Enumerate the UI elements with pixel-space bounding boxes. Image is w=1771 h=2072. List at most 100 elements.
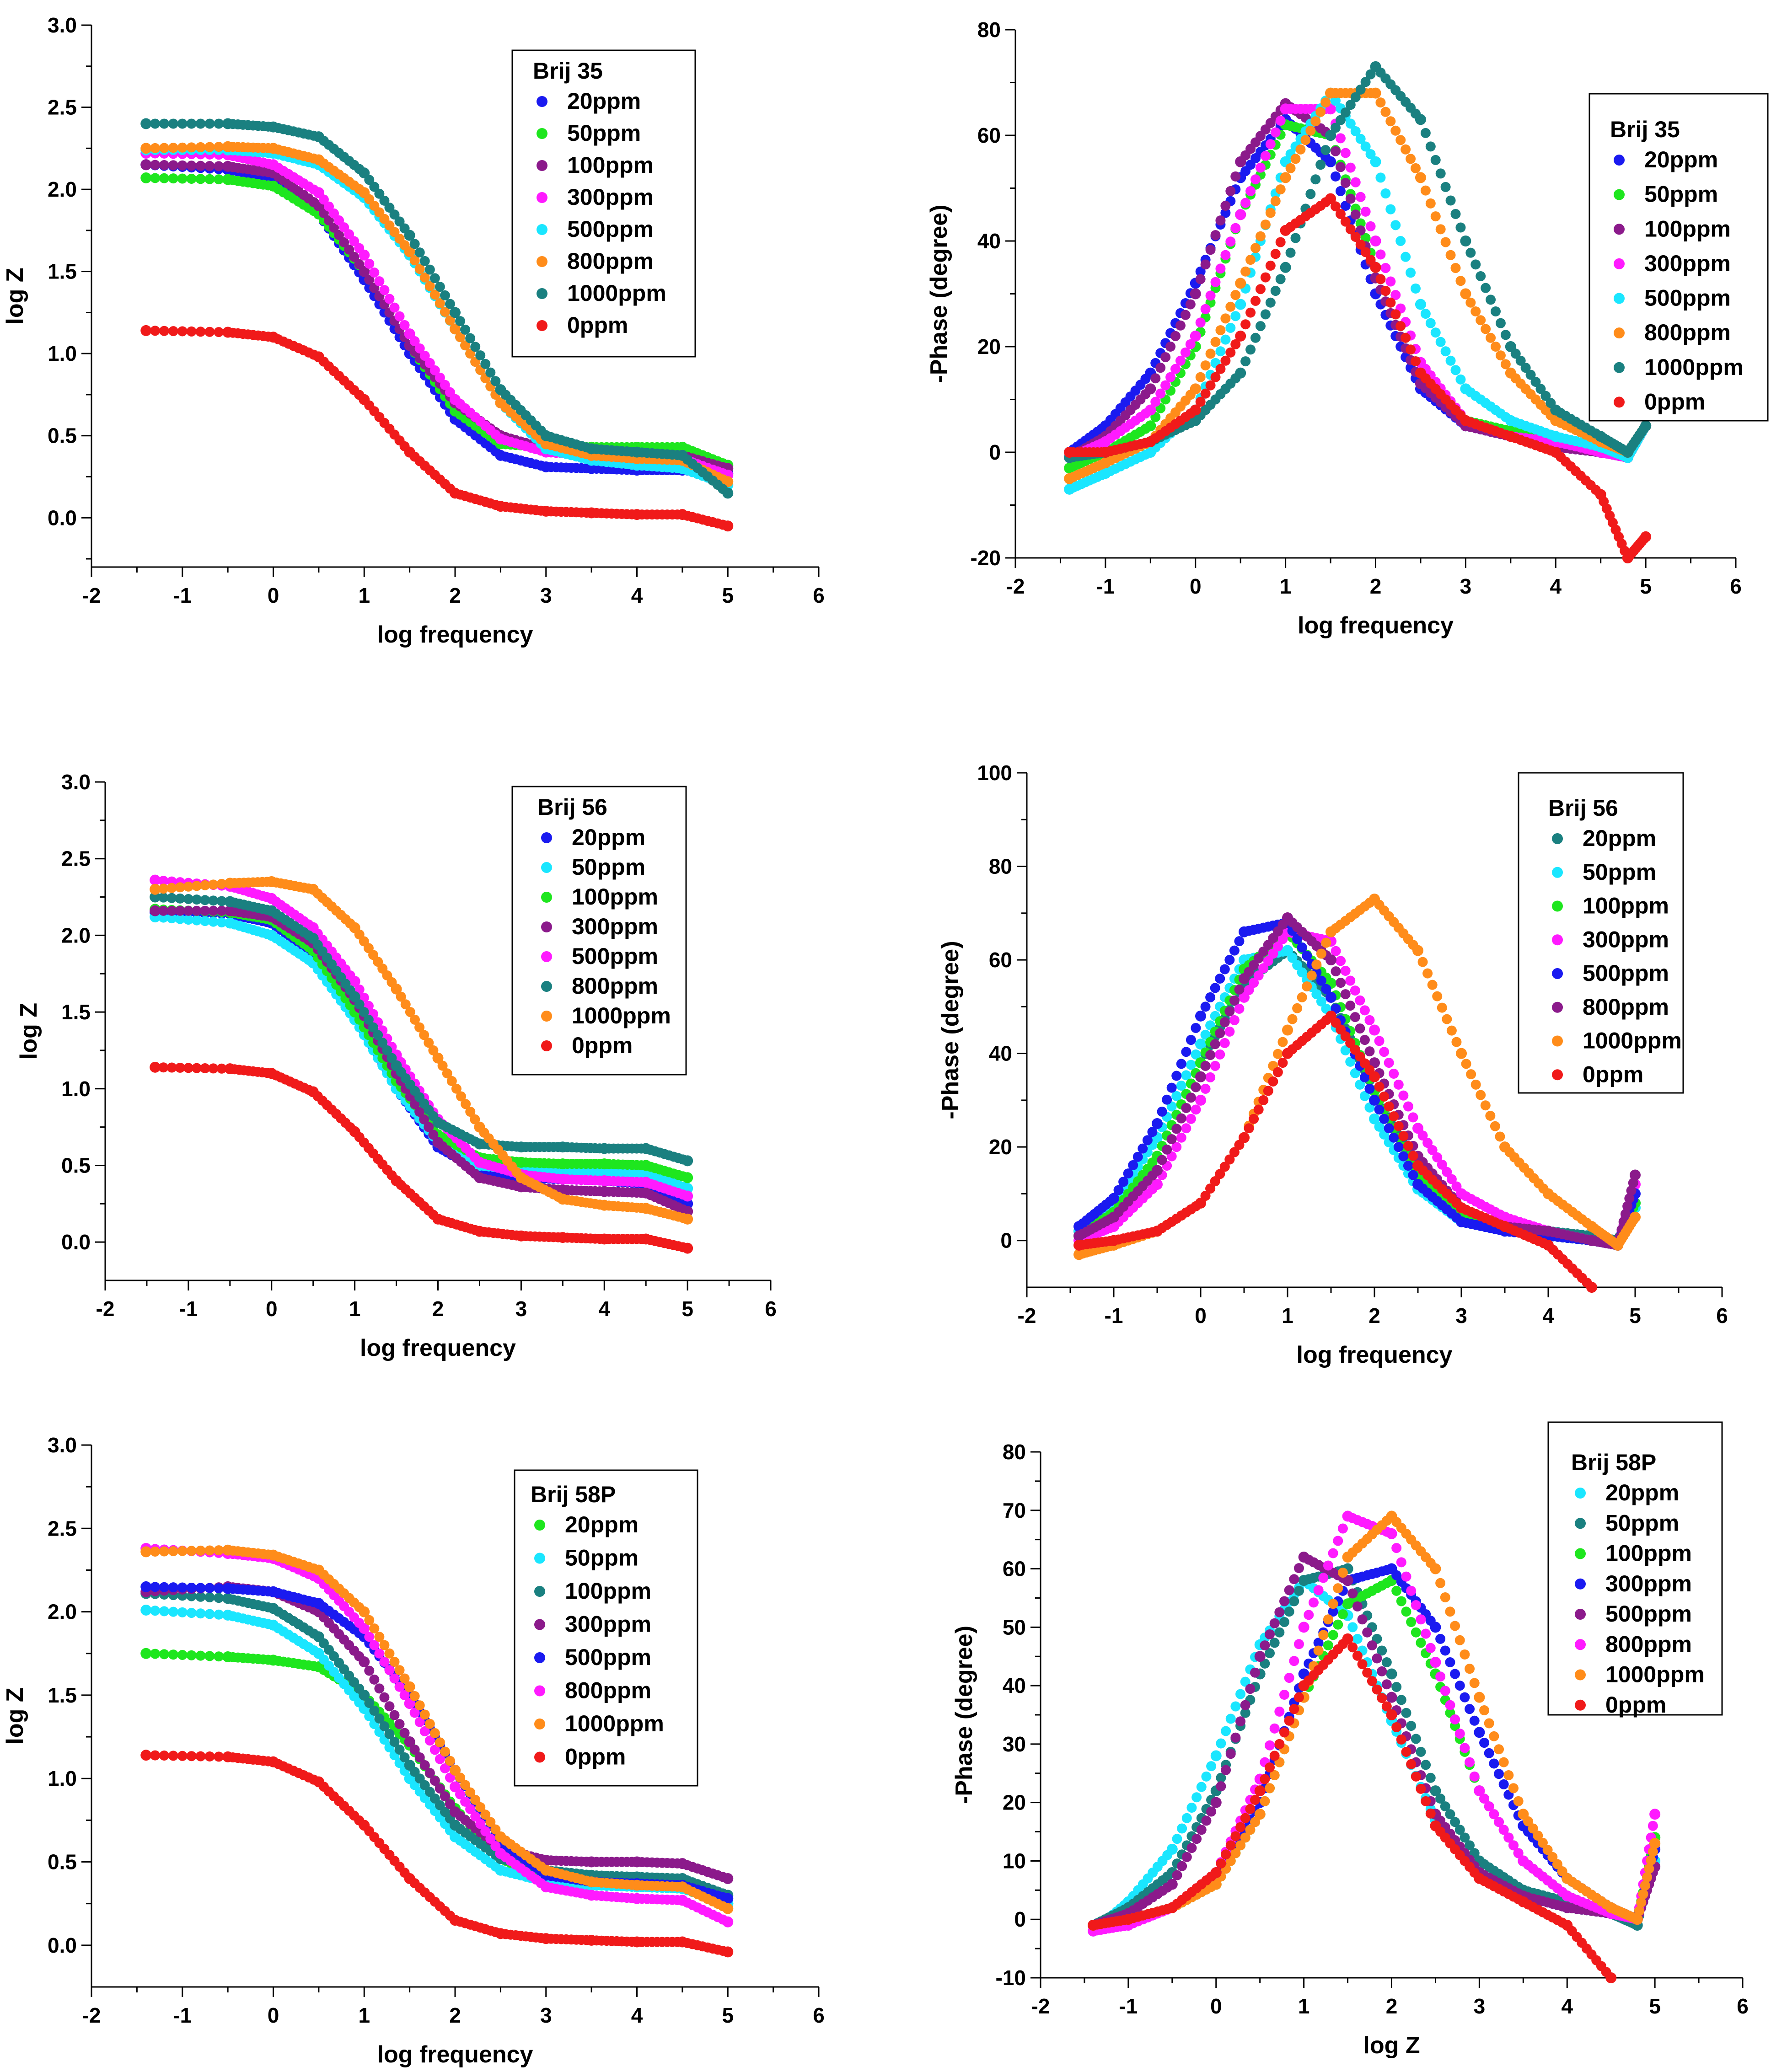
curve-dot (1476, 271, 1486, 281)
curve-dot (1245, 186, 1256, 196)
curve-dot (195, 1608, 206, 1619)
data-point (1369, 1094, 1380, 1106)
curve-dot (1195, 396, 1206, 407)
curve-dot (1277, 1058, 1288, 1068)
curve-dot (166, 893, 177, 903)
curve-dot (461, 1099, 471, 1109)
curve-dot (168, 173, 178, 184)
legend-title: Brij 35 (533, 58, 603, 84)
curve-dot (186, 326, 197, 337)
curve-dot (374, 1632, 385, 1642)
curve-dot (1398, 1090, 1409, 1101)
curve-dot (1277, 1037, 1288, 1047)
curve-dot (1220, 208, 1231, 218)
legend-entry: 500ppm (1644, 285, 1731, 311)
curve-dot (1510, 348, 1521, 359)
curve-dot (150, 118, 161, 129)
curve-dot (414, 1700, 425, 1711)
curve-dot (1345, 118, 1356, 129)
curve-dot (1244, 1123, 1254, 1134)
x-tick-label: -2 (82, 584, 101, 607)
curve-dot (678, 1189, 688, 1200)
curve-dot (1253, 970, 1264, 981)
curve-dot (399, 240, 410, 251)
curve-dot (216, 896, 227, 906)
y-tick-label: 0.5 (48, 1850, 77, 1874)
curve-dot (1380, 286, 1391, 296)
curve-dot (1628, 1178, 1638, 1188)
curve-dot (159, 118, 169, 129)
curve-dot (1250, 332, 1261, 343)
curve-dot (1105, 1236, 1115, 1246)
curve-dot (419, 272, 430, 283)
curve-dot (1384, 1101, 1394, 1112)
curve-dot (1316, 975, 1326, 986)
curve-dot (1626, 1185, 1637, 1196)
legend: Brij 3520ppm50ppm100ppm300ppm500ppm800pp… (1589, 93, 1769, 422)
curve-dot (1265, 297, 1276, 308)
curve-dot (553, 1158, 564, 1169)
curve-dot (1220, 250, 1231, 260)
curve-dot (1297, 992, 1307, 1002)
curve-dot (1191, 1023, 1201, 1033)
curve-dot (1470, 259, 1481, 270)
curve-dot (204, 1609, 215, 1619)
curve-dot (1275, 237, 1286, 247)
curve-dot (208, 1063, 219, 1074)
curve-dot (1150, 373, 1161, 384)
curve-dot (1350, 126, 1361, 137)
curve-dot (200, 905, 210, 916)
y-tick-label: 3.0 (61, 770, 91, 794)
curve-dot (186, 1582, 197, 1593)
legend-title: Brij 56 (537, 794, 607, 820)
legend-entry: 1000ppm (572, 1003, 671, 1028)
curve-dot (1355, 192, 1366, 202)
data-point (450, 323, 461, 335)
curve-dot (216, 1063, 227, 1074)
curve-dot (1455, 410, 1466, 421)
curve-dot (1321, 937, 1331, 948)
curve-dot (445, 315, 455, 326)
curve-dot (1181, 1047, 1191, 1057)
curve-dot (424, 1719, 435, 1729)
curve-dot (445, 1772, 455, 1783)
curve-dot (177, 1650, 188, 1660)
curve-dot (200, 1063, 210, 1074)
curve-dot (399, 441, 410, 451)
curve-dot (373, 1030, 383, 1040)
curve-dot (369, 1674, 380, 1685)
curve-dot (1255, 321, 1266, 332)
curve-dot (159, 326, 169, 336)
y-tick-label: 0 (989, 440, 1001, 464)
legend-entry: 50ppm (567, 120, 641, 146)
curve-dot (364, 274, 375, 285)
curve-dot (581, 442, 592, 453)
curve-dot (308, 153, 319, 164)
legend-entry: 1000ppm (567, 280, 666, 306)
curve-dot (1389, 1111, 1399, 1122)
curve-dot (1181, 1123, 1191, 1134)
curve-dot (1384, 1123, 1394, 1134)
curve-dot (1265, 139, 1276, 150)
legend-marker (537, 160, 547, 171)
y-tick-label: 2.0 (61, 923, 91, 947)
curve-dot (1311, 989, 1322, 1000)
curve-dot (595, 1199, 605, 1210)
curve-dot (1225, 322, 1236, 333)
curve-dot (445, 299, 455, 309)
curve-dot (455, 1772, 466, 1783)
curve-dot (384, 1729, 395, 1739)
curve-dot (1249, 978, 1259, 988)
curve-dot (1249, 1114, 1259, 1124)
curve-dot (440, 306, 450, 317)
series-1000ppm (140, 118, 734, 499)
y-tick-label: 1.0 (48, 1767, 77, 1790)
curve-dot (1128, 1160, 1138, 1170)
curve-dot (159, 143, 169, 153)
curve-dot (1320, 197, 1331, 208)
curve-dot (204, 142, 215, 152)
curve-dot (511, 1181, 522, 1191)
curve-dot (672, 442, 682, 452)
curve-dot (1263, 956, 1273, 966)
